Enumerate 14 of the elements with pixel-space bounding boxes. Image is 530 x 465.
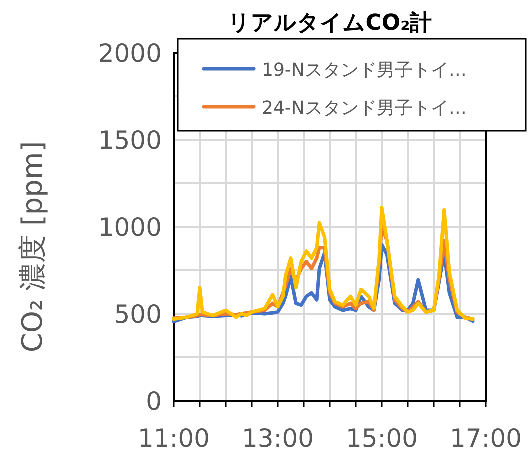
y-axis-title: CO₂ 濃度 [ppm] [16, 141, 49, 353]
y-tick-label: 500 [114, 300, 162, 329]
legend-label: 19-Nスタンド男子トイ… [262, 60, 467, 81]
chart-title: リアルタイムCO₂計 [228, 11, 432, 36]
legend-label: 24-Nスタンド男子トイ… [262, 98, 467, 119]
y-tick-label: 1500 [98, 126, 162, 155]
line-series [172, 206, 475, 321]
y-tick-label: 1000 [98, 213, 162, 242]
x-tick-label: 15:00 [346, 424, 418, 453]
x-tick-label: 13:00 [242, 424, 314, 453]
y-tick-label: 2000 [98, 39, 162, 68]
x-tick-label: 11:00 [138, 424, 210, 453]
x-tick-label: 17:00 [450, 424, 522, 453]
y-tick-label: 0 [146, 387, 162, 416]
